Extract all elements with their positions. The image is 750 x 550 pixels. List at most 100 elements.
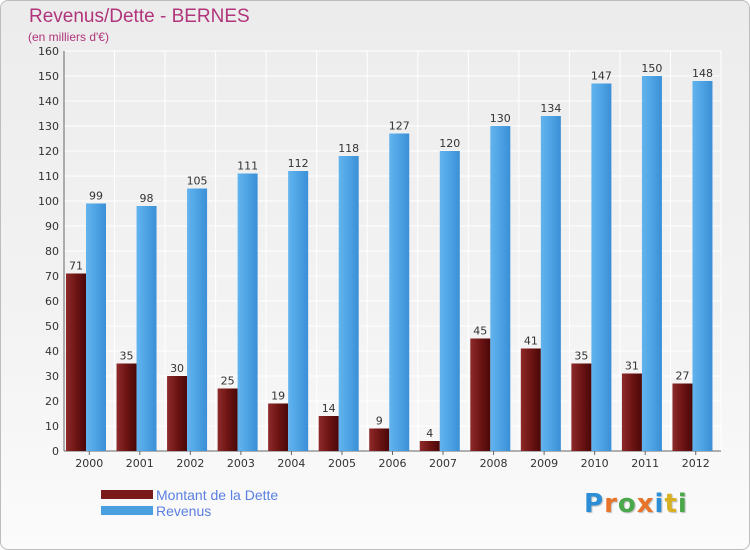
axes: 0 10 20 30 40 50 60 70 80 90 100 110 120 130 140 150 160… [38,45,721,470]
bar-debt [318,416,339,451]
data-label: 148 [692,67,713,80]
data-label: 35 [574,350,588,363]
legend-swatch-debt [101,490,153,499]
bar-revenue [338,156,359,451]
bar-revenue [490,126,511,451]
data-label: 19 [271,390,285,403]
chart-title: Revenus/Dette - BERNES [29,6,250,27]
legend-swatch-revenue [101,506,153,515]
data-label: 127 [389,120,410,133]
data-label: 118 [338,142,359,155]
data-label: 41 [524,335,538,348]
data-label: 71 [69,260,83,273]
y-tick-label: 0 [52,445,59,458]
data-label: 111 [237,160,258,173]
y-tick-label: 140 [38,95,59,108]
bar-debt [672,383,693,451]
y-tick-label: 40 [45,345,59,358]
data-labels: 71 35 30 25 19 14 9 4 45 41 35 31 27 99 98 105 111 112 118… [69,62,713,440]
data-label: 150 [641,62,662,75]
x-tick-label: 2010 [581,457,609,470]
y-tick-label: 50 [45,320,59,333]
y-tick-label: 80 [45,245,59,258]
bar-revenue [86,203,106,451]
data-label: 30 [170,362,184,375]
y-tick-label: 10 [45,420,59,433]
data-label: 120 [439,137,460,150]
bar-debt [217,388,238,451]
y-tick-label: 150 [38,70,59,83]
data-label: 35 [120,350,134,363]
bar-debt [66,273,86,451]
bars [66,76,713,451]
logo-letter: x [636,489,655,519]
y-tick-label: 30 [45,370,59,383]
data-label: 130 [490,112,511,125]
bar-debt [520,348,541,451]
x-tick-label: 2006 [379,457,407,470]
bar-debt [268,403,289,451]
bar-revenue [591,83,612,451]
data-label: 134 [540,102,561,115]
x-tick-label: 2001 [126,457,154,470]
bar-debt [470,338,491,451]
proxiti-logo: Proxiti [584,489,688,519]
x-tick-label: 2012 [682,457,710,470]
x-tick-label: 2008 [480,457,508,470]
y-tick-label: 100 [38,195,59,208]
data-label: 112 [288,157,309,170]
bar-revenue [439,151,460,451]
x-tick-label: 2002 [176,457,204,470]
y-tick-label: 120 [38,145,59,158]
bar-revenue [288,171,309,451]
data-label: 105 [187,175,208,188]
bar-revenue [187,188,208,451]
bar-revenue [692,81,713,451]
x-tick-label: 2011 [631,457,659,470]
x-tick-label: 2004 [277,457,305,470]
data-label: 27 [675,370,689,383]
data-label: 9 [376,415,383,428]
logo-letter: i [654,489,665,519]
data-label: 25 [221,375,235,388]
data-label: 14 [322,402,336,415]
y-tick-label: 110 [38,170,59,183]
x-tick-label: 2003 [227,457,255,470]
x-tick-label: 2007 [429,457,457,470]
x-tick-label: 2005 [328,457,356,470]
data-label: 45 [473,325,487,338]
bar-debt [167,376,188,451]
chart-subtitle: (en milliers d'€) [28,30,109,44]
data-label: 147 [591,70,612,83]
y-tick-label: 70 [45,270,59,283]
logo-letter: r [604,489,618,519]
data-label: 99 [89,190,103,203]
y-tick-label: 20 [45,395,59,408]
data-label: 31 [625,360,639,373]
y-tick-label: 60 [45,295,59,308]
logo-letter: i [677,489,688,519]
logo-letter: o [617,489,637,519]
x-tick-label: 2000 [75,457,103,470]
bar-revenue [136,206,157,451]
bar-revenue [237,173,258,451]
bar-revenue [389,133,410,451]
logo-letter: t [664,489,678,519]
legend-label-revenue: Revenus [156,503,212,519]
x-tick-label: 2009 [530,457,558,470]
y-tick-label: 90 [45,220,59,233]
bar-debt [571,363,592,451]
y-tick-label: 160 [38,45,59,58]
logo-letter: P [584,489,605,519]
data-label: 98 [140,192,154,205]
bar-debt [116,363,137,451]
y-tick-label: 130 [38,120,59,133]
bar-debt [369,428,390,451]
legend-label-debt: Montant de la Dette [156,487,279,503]
bar-debt [621,373,642,451]
bar-debt [419,441,440,451]
bar-revenue [641,76,662,451]
bar-revenue [540,116,561,451]
